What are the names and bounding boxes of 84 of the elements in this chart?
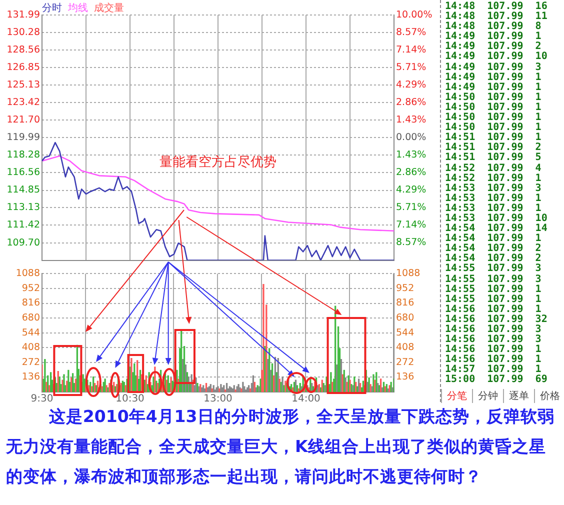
- y-tick-label: 7.14%: [396, 44, 426, 56]
- y-tick-label: 952: [22, 282, 40, 294]
- text: 14:51 107.99 5: [445, 152, 542, 164]
- text: 14:48 107.99 8: [445, 21, 542, 32]
- y-tick-label: 8.57%: [396, 27, 426, 38]
- y2-tick-label: 109.70: [6, 237, 40, 248]
- text: 14:50 107.99 1: [445, 112, 542, 124]
- y2-tick-label: 130.28: [6, 26, 40, 38]
- y-tick-label: 2.86%: [396, 97, 426, 108]
- text: 成交量: [94, 3, 124, 14]
- x-tick-label: 13:00: [204, 394, 232, 405]
- text: 14:53 107.99 1: [445, 192, 542, 204]
- text: 14:52 107.99 4: [445, 162, 542, 174]
- text: 14:56 107.99 1: [445, 304, 542, 315]
- y2-tick-label: 118.28: [6, 150, 40, 161]
- text: 14:49 107.99 1: [445, 82, 542, 93]
- y-tick-label: 1.43%: [396, 114, 426, 126]
- text: 14:51 107.99 2: [445, 142, 542, 154]
- y-tick-label: 136: [22, 372, 40, 383]
- text: 14:55 107.99 3: [445, 274, 542, 285]
- text: 分时: [42, 3, 62, 14]
- text: 分笔 分钟 逐单 价格: [446, 390, 561, 403]
- text: 14:55 107.99 3: [445, 263, 542, 274]
- text: 14:56 107.99 1: [445, 344, 542, 356]
- y-tick-label: 1088: [16, 268, 40, 280]
- y-tick-label: 5.71%: [396, 62, 426, 74]
- y2-tick-label: 125.13: [6, 80, 40, 91]
- text: 14:51 107.99 1: [445, 132, 542, 144]
- text: 14:56 107.99 3: [445, 334, 542, 346]
- text: 14:50 107.99 1: [445, 92, 542, 103]
- x-tick-label: 9:30: [30, 394, 54, 405]
- y-tick-label: 680: [22, 312, 40, 324]
- text: 14:49 107.99 2: [445, 41, 542, 52]
- y-tick-label: 1.43%: [396, 150, 426, 161]
- y-tick-label: 0.00%: [396, 132, 426, 144]
- y2-tick-label: 128.56: [6, 44, 40, 56]
- text: 14:56 107.99 3: [445, 324, 542, 335]
- y2-tick-label: 111.42: [6, 220, 40, 231]
- y2-tick-label: 119.99: [6, 132, 40, 144]
- text: 14:49 107.99 3: [445, 62, 542, 73]
- annotation: 量能看空方占尽优势: [160, 154, 276, 169]
- y-tick-label: 2.86%: [396, 167, 426, 178]
- y-tick-label: 816: [22, 298, 40, 309]
- y2-tick-label: 121.70: [6, 114, 40, 126]
- text: 14:50 107.99 1: [445, 122, 542, 134]
- text: 14:50 107.99 1: [445, 102, 542, 113]
- text: 14:49 107.99 1: [445, 31, 542, 42]
- text: 14:53 107.99 1: [445, 202, 542, 214]
- text: 14:49 107.99 10: [445, 51, 548, 62]
- y2-tick-label: 126.85: [6, 62, 40, 74]
- y-tick-label: 10.00%: [396, 9, 432, 20]
- text: 14:56 107.99 32: [445, 314, 548, 325]
- text: 14:52 107.99 1: [445, 172, 542, 184]
- y-tick-label: 272: [22, 356, 40, 368]
- text: 14:55 107.99 1: [445, 294, 542, 305]
- text: 14:48 107.99 16: [445, 1, 548, 12]
- text: 14:54 107.99 14: [445, 223, 548, 234]
- y2-tick-label: 113.13: [6, 202, 40, 214]
- text: 14:53 107.99 3: [445, 182, 542, 194]
- y-tick-label: 4.29%: [396, 80, 426, 90]
- y-tick-label: 7.14%: [396, 220, 426, 231]
- y-tick-label: 4.29%: [396, 184, 426, 196]
- y2-tick-label: 116.56: [6, 167, 40, 178]
- text: 这是2010年4月13日的分时波形，全天呈放量下跌态势，反弹软弱无力没有量能配合，全天成交量巨大，K线组合上出现了类似的黄昏之星的变体，瀑布波和顶部形态一起出现，请问此时不逃更待何时？: [6, 407, 554, 486]
- text: 14:49 107.99 1: [445, 72, 542, 83]
- text: 14:55 107.99 1: [445, 284, 542, 295]
- x-tick-label: 14:00: [292, 394, 320, 405]
- y-tick-label: 5.71%: [396, 202, 426, 214]
- y2-tick-label: 123.42: [6, 97, 40, 108]
- text: 14:56 107.99 1: [445, 354, 542, 366]
- y2-tick-label: 114.85: [6, 184, 40, 196]
- y2-tick-label: 131.99: [6, 9, 40, 20]
- text: 14:53 107.99 10: [445, 212, 548, 224]
- text: 15:00 107.99 69: [445, 374, 548, 386]
- x-tick-label: 10:30: [116, 394, 144, 405]
- text: 14:54 107.99 2: [445, 253, 542, 264]
- text: 14:54 107.99 1: [445, 233, 542, 244]
- text: 14:54 107.99 2: [445, 243, 542, 254]
- text: 14:48 107.99 11: [445, 11, 548, 22]
- y-tick-label: 408: [22, 342, 40, 354]
- text: 均线: [68, 3, 88, 14]
- y-tick-label: 8.57%: [396, 237, 426, 248]
- text: 14:57 107.99 1: [445, 364, 542, 376]
- y-tick-label: 544: [22, 327, 40, 338]
